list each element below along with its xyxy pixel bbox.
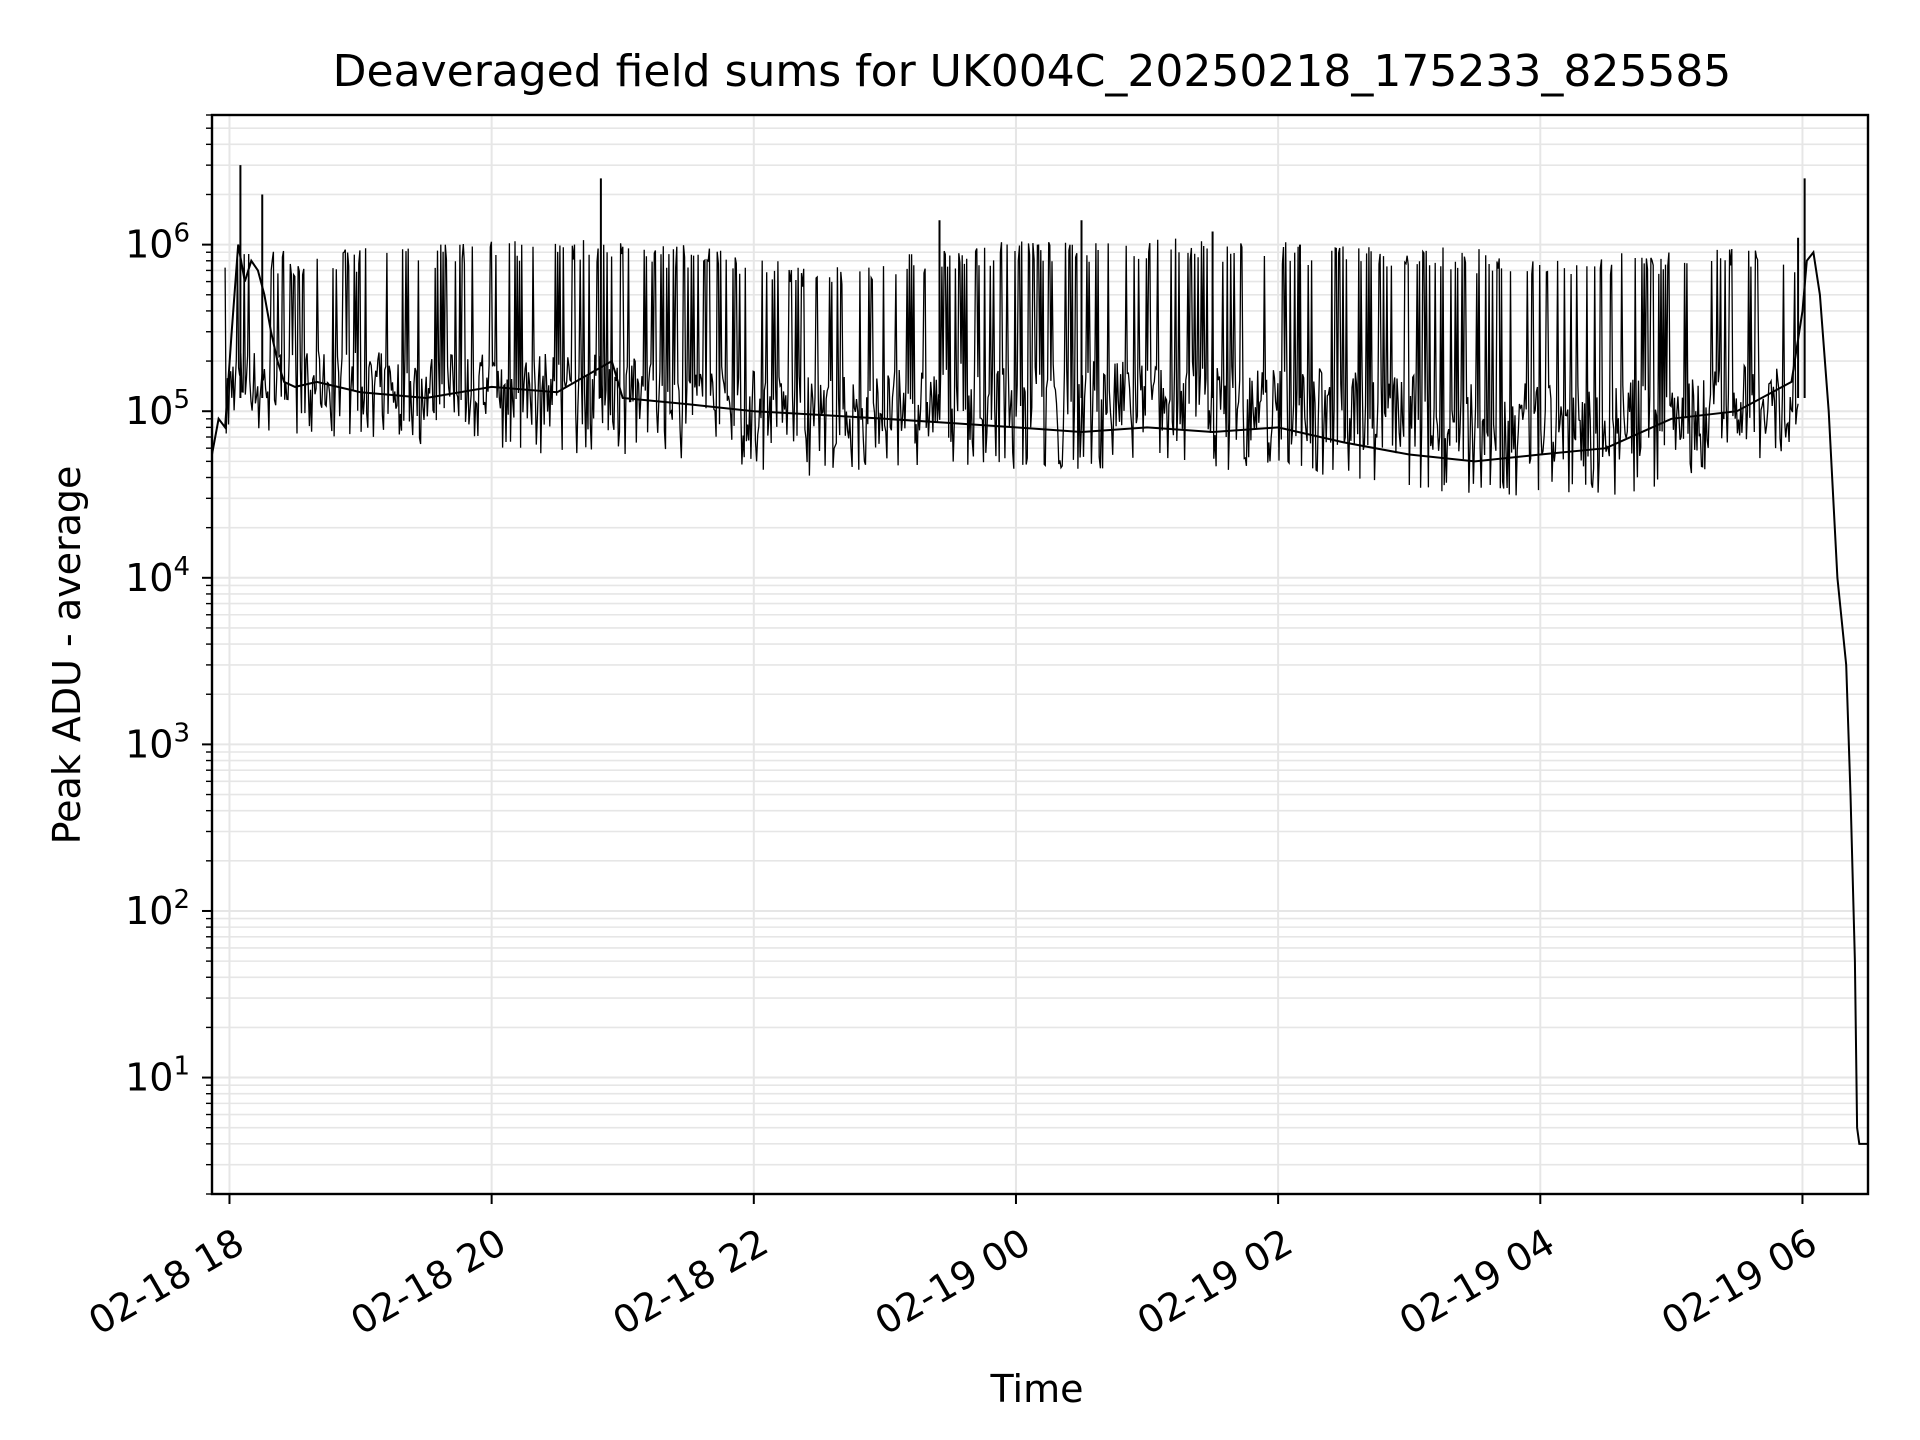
chart-title: Deaveraged field sums for UK004C_2025021… bbox=[333, 46, 1732, 97]
y-tick-exponent: 4 bbox=[173, 552, 190, 582]
y-tick-base: 10 bbox=[125, 889, 173, 933]
y-tick-base: 10 bbox=[125, 223, 173, 267]
y-tick-base: 10 bbox=[125, 389, 173, 433]
plot-frame bbox=[210, 113, 1870, 1196]
y-tick-exponent: 1 bbox=[173, 1052, 190, 1082]
y-axis-label: Peak ADU - average bbox=[45, 466, 89, 845]
y-tick-label: 105 bbox=[125, 385, 190, 433]
y-tick-exponent: 2 bbox=[173, 885, 190, 915]
x-axis-label: Time bbox=[990, 1367, 1084, 1411]
y-tick-label: 104 bbox=[125, 552, 190, 600]
y-tick-label: 102 bbox=[125, 885, 190, 933]
y-tick-base: 10 bbox=[125, 556, 173, 600]
data-series bbox=[211, 165, 1868, 1145]
y-tick-base: 10 bbox=[125, 1056, 173, 1100]
series-oscillation bbox=[224, 238, 1799, 496]
y-tick-exponent: 6 bbox=[173, 219, 190, 249]
y-tick-label: 106 bbox=[125, 219, 190, 267]
y-tick-exponent: 3 bbox=[173, 718, 190, 748]
y-tick-label: 103 bbox=[125, 718, 190, 766]
y-tick-exponent: 5 bbox=[173, 385, 190, 415]
y-tick-base: 10 bbox=[125, 722, 173, 766]
y-tick-label: 101 bbox=[125, 1052, 190, 1100]
series-line bbox=[211, 244, 1868, 1145]
